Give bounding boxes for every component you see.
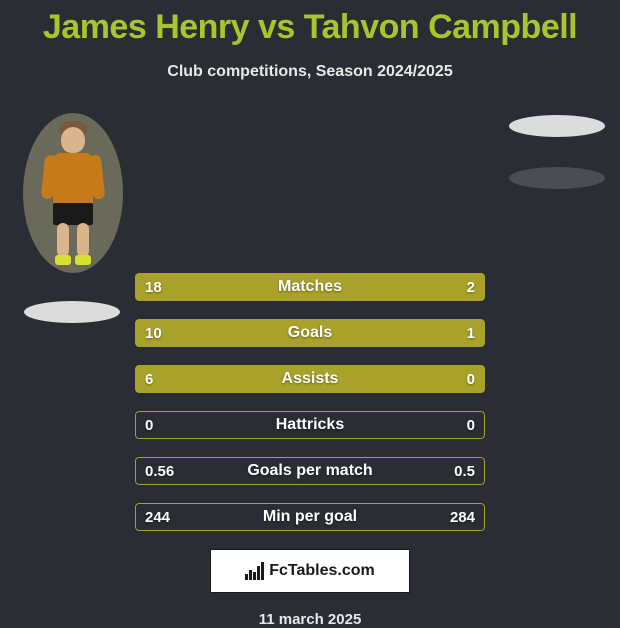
player-left-club-badge	[24, 301, 120, 323]
stat-row: 0 Hattricks 0	[135, 411, 485, 439]
stat-right-value: 1	[467, 325, 475, 342]
stat-right-value: 2	[467, 279, 475, 296]
stat-right-value: 0	[467, 417, 475, 434]
comparison-content: 18 Matches 2 10 Goals 1 6 Assists 0 0 Ha…	[0, 113, 620, 531]
stat-label: Assists	[135, 370, 485, 388]
brand-text: FcTables.com	[269, 562, 375, 580]
stat-row: 18 Matches 2	[135, 273, 485, 301]
stat-label: Matches	[135, 278, 485, 296]
player-right-column	[502, 113, 612, 189]
stat-right-value: 0.5	[454, 463, 475, 480]
stat-row: 0.56 Goals per match 0.5	[135, 457, 485, 485]
stat-row: 244 Min per goal 284	[135, 503, 485, 531]
subtitle: Club competitions, Season 2024/2025	[0, 63, 620, 81]
player-left-column	[18, 113, 128, 273]
stat-label: Min per goal	[135, 508, 485, 526]
stat-label: Hattricks	[135, 416, 485, 434]
stat-right-value: 284	[450, 509, 475, 526]
stat-label: Goals per match	[135, 462, 485, 480]
date-label: 11 march 2025	[0, 611, 620, 628]
stat-label: Goals	[135, 324, 485, 342]
page-title: James Henry vs Tahvon Campbell	[0, 0, 620, 47]
stat-right-value: 0	[467, 371, 475, 388]
stats-bars: 18 Matches 2 10 Goals 1 6 Assists 0 0 Ha…	[135, 273, 485, 531]
stat-row: 10 Goals 1	[135, 319, 485, 347]
brand-box: FcTables.com	[210, 549, 410, 593]
player-left-avatar	[23, 113, 123, 273]
player-right-club-badge	[509, 167, 605, 189]
stat-row: 6 Assists 0	[135, 365, 485, 393]
player-right-avatar	[509, 115, 605, 137]
brand-chart-icon	[245, 562, 265, 580]
